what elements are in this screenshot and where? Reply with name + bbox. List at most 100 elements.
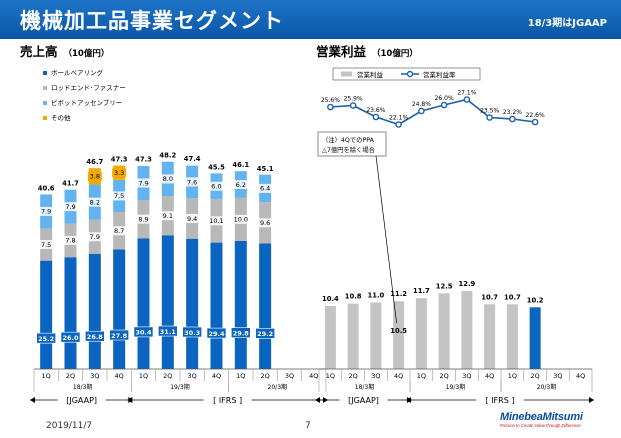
sales-value-box bbox=[255, 328, 275, 339]
sales-label-bg bbox=[135, 178, 152, 188]
sales-legend-swatch bbox=[43, 116, 47, 120]
profit-arrow-head bbox=[589, 397, 594, 403]
sales-value-label: 10.1 bbox=[209, 217, 223, 225]
margin-point bbox=[509, 115, 516, 123]
margin-point bbox=[531, 118, 539, 126]
sales-tick-label: 4Q bbox=[309, 372, 318, 380]
sales-value-label: 26.0 bbox=[62, 334, 79, 342]
sales-tick-label: 3Q bbox=[188, 372, 197, 380]
sales-tick-label: 1Q bbox=[139, 372, 148, 380]
sales-value-label: 7.5 bbox=[41, 241, 51, 249]
sales-tick-label: 4Q bbox=[212, 372, 221, 380]
profit-tick-label: 3Q bbox=[462, 372, 471, 380]
profit-value-label: 11.0 bbox=[367, 291, 384, 299]
logo-tagline: Passion to Create Value through Differen… bbox=[500, 423, 581, 428]
profit-bar bbox=[415, 298, 427, 369]
sales-section-title: 売上高 （10億円） bbox=[20, 41, 109, 60]
sales-label-bg bbox=[159, 211, 176, 221]
profit-tick-label: 2Q bbox=[530, 372, 539, 380]
margin-label: 27.1% bbox=[457, 90, 476, 97]
sales-label-bg bbox=[62, 202, 79, 212]
sales-label-bg bbox=[257, 218, 274, 228]
sales-value-label: 8.9 bbox=[138, 215, 148, 223]
profit-title: 営業利益 bbox=[316, 44, 367, 59]
sales-value-label: 30.3 bbox=[184, 329, 200, 337]
sales-arrow-head bbox=[127, 397, 133, 403]
sales-value-label: 7.6 bbox=[187, 178, 197, 186]
profit-bar bbox=[347, 303, 359, 369]
sales-total-label: 46.1 bbox=[232, 161, 249, 169]
sales-legend-label: その他 bbox=[51, 113, 71, 122]
sales-value-box bbox=[60, 331, 81, 343]
sales-value-box bbox=[109, 329, 129, 341]
margin-label: 25.9% bbox=[344, 96, 363, 103]
margin-label: 26.0% bbox=[435, 95, 454, 102]
sales-legend-label: ボールベアリング bbox=[51, 68, 104, 77]
sales-standard-label: [JGAAP] bbox=[66, 396, 97, 405]
margin-point bbox=[463, 96, 471, 103]
sales-bar-segment bbox=[113, 249, 126, 369]
profit-value-label: 12.5 bbox=[436, 282, 453, 290]
sales-label-bg bbox=[257, 183, 274, 193]
margin-point bbox=[327, 103, 334, 111]
profit-arrow-head bbox=[406, 397, 411, 403]
sales-label-bg bbox=[86, 197, 103, 207]
sales-label-bg bbox=[111, 191, 128, 201]
sales-tick-label: 1Q bbox=[236, 372, 245, 380]
sales-total-label: 47.4 bbox=[184, 155, 201, 163]
sales-standard-label: [ IFRS ] bbox=[213, 396, 242, 405]
margin-label: 25.6% bbox=[321, 97, 340, 104]
sales-tick-label: 2Q bbox=[66, 372, 75, 380]
margin-point bbox=[486, 114, 493, 121]
sales-value-label: 8.0 bbox=[163, 175, 173, 183]
sales-legend-swatch bbox=[43, 101, 47, 105]
sales-total-label: 45.1 bbox=[257, 165, 274, 173]
profit-bar bbox=[324, 306, 336, 369]
profit-bar bbox=[484, 304, 496, 369]
margin-label: 24.8% bbox=[412, 101, 431, 108]
ppa-note-line1: （注）4QでのPPA bbox=[322, 135, 375, 144]
sales-tick-label: 3Q bbox=[90, 372, 99, 380]
sales-value-label: 29.4 bbox=[208, 330, 225, 338]
sales-legend-label: ピボットアッセンブリー bbox=[51, 98, 122, 107]
sales-value-label: 26.8 bbox=[87, 333, 104, 341]
sales-value-label: 8.2 bbox=[90, 198, 100, 206]
profit-year-label: 18/3期 bbox=[355, 383, 374, 391]
sales-label-bg bbox=[232, 180, 249, 190]
profit-standard-label: [ IFRS ] bbox=[486, 396, 515, 405]
profit-arrow-head bbox=[315, 397, 320, 403]
profit-bar bbox=[506, 304, 518, 369]
profit-value-label: 10.2 bbox=[527, 296, 544, 304]
sales-total-label: 47.3 bbox=[111, 156, 128, 164]
sales-value-label: 27.8 bbox=[111, 332, 128, 340]
profit-bar bbox=[461, 290, 473, 369]
margin-label: 23.5% bbox=[480, 108, 499, 115]
profit-value-label: 10.8 bbox=[345, 293, 362, 301]
sales-label-bg bbox=[135, 214, 152, 224]
sales-bar-segment bbox=[234, 240, 247, 369]
footer-date: 2019/11/7 bbox=[46, 421, 93, 431]
ppa-note-leader bbox=[375, 155, 397, 324]
sales-value-box bbox=[158, 325, 178, 337]
sales-label-bg bbox=[208, 181, 225, 191]
sales-label-bg bbox=[208, 216, 225, 226]
sales-value-label: 29.2 bbox=[257, 330, 273, 338]
sales-value-label: 30.4 bbox=[135, 329, 152, 337]
profit-value-label: 10.7 bbox=[504, 293, 521, 301]
sales-value-label: 31.1 bbox=[160, 328, 177, 336]
margin-label: 22.6% bbox=[526, 112, 545, 119]
sales-label-bg bbox=[38, 206, 55, 216]
profit-value-label: 11.2 bbox=[390, 290, 407, 298]
sales-other-label-bg bbox=[87, 171, 102, 181]
sales-other-label-bg bbox=[112, 168, 127, 178]
profit-year-label: 19/3期 bbox=[446, 383, 465, 391]
sales-value-box bbox=[85, 330, 105, 342]
margin-line bbox=[330, 98, 536, 126]
sales-value-label: 7.9 bbox=[90, 233, 100, 241]
profit-value-label: 10.4 bbox=[322, 295, 339, 303]
page-number: 7 bbox=[305, 421, 311, 431]
sales-legend-swatch bbox=[43, 86, 47, 90]
sales-label-bg bbox=[86, 232, 103, 242]
sales-legend-label: ロッドエンド･ファスナー bbox=[51, 84, 126, 92]
